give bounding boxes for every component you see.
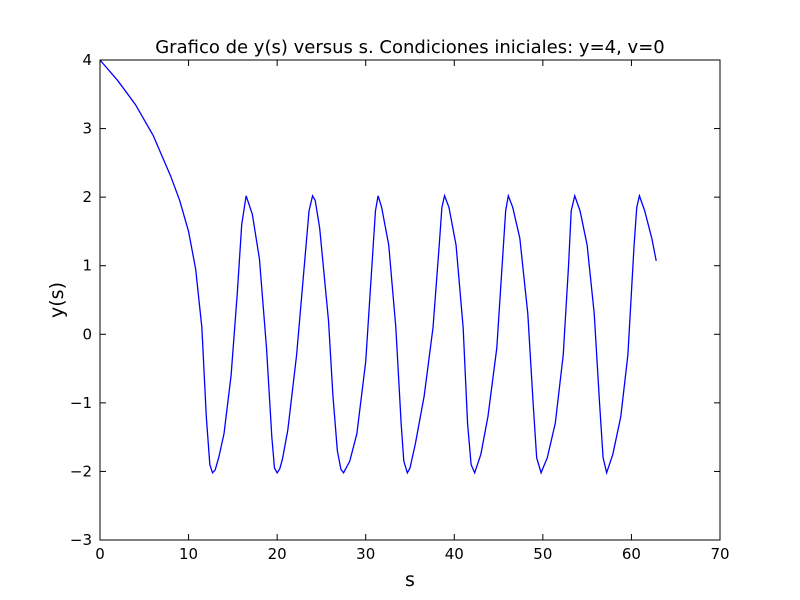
y-tick-label: −3: [70, 531, 92, 549]
y-tick-label: 1: [82, 257, 92, 275]
x-axis-label: s: [405, 569, 415, 591]
x-tick-label: 60: [622, 545, 641, 563]
x-tick-label: 0: [95, 545, 105, 563]
x-tick-label: 10: [179, 545, 198, 563]
x-tick-labels: 0 10 20 30 40 50 60 70: [95, 545, 729, 563]
x-tick-label: 50: [533, 545, 552, 563]
y-tick-label: 3: [82, 120, 92, 138]
x-tick-label: 70: [710, 545, 729, 563]
x-tick-label: 40: [445, 545, 464, 563]
y-tick-label: −2: [70, 462, 92, 480]
chart-title: Grafico de y(s) versus s. Condiciones in…: [155, 37, 665, 58]
y-axis-label: y(s): [46, 282, 68, 318]
x-tick-label: 30: [356, 545, 375, 563]
series-line: [99, 59, 657, 476]
plot-area-frame: [99, 59, 721, 541]
y-tick-label: 4: [82, 51, 92, 69]
y-tick-labels: −3 −2 −1 0 1 2 3 4: [70, 51, 92, 549]
y-tick-label: 0: [82, 325, 92, 343]
y-tick-label: −1: [70, 394, 92, 412]
x-tick-label: 20: [268, 545, 287, 563]
y-tick-label: 2: [82, 188, 92, 206]
